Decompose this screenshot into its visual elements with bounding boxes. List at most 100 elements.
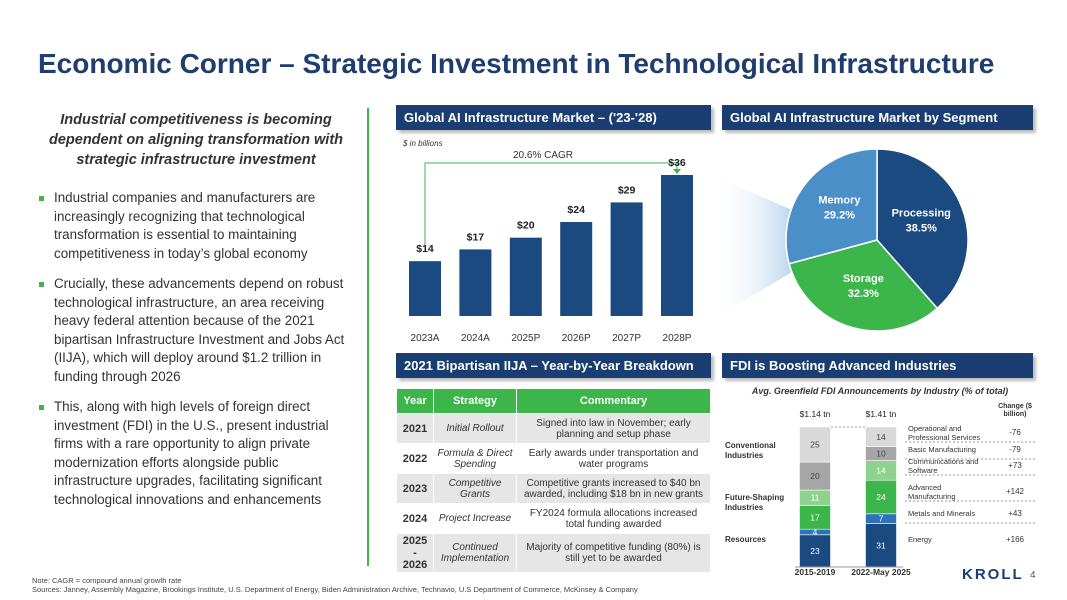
slice-name: Processing	[892, 207, 951, 219]
change-value: -76	[1009, 428, 1021, 437]
segment-label: 24	[876, 492, 886, 502]
segment-label: 10	[876, 449, 886, 459]
cagr-arrow	[424, 162, 678, 252]
note: Note: CAGR = compound annual growth rate	[32, 576, 182, 585]
segment-label: 14	[876, 432, 886, 442]
slice-name: Memory	[818, 195, 861, 207]
table-cell: Competitive Grants	[433, 473, 517, 504]
bar-label: $24	[567, 204, 585, 216]
pie-slice	[876, 148, 969, 310]
bar	[661, 175, 693, 316]
change-value: +166	[1005, 535, 1025, 544]
segment-label: 14	[876, 465, 886, 475]
panel-header: FDI is Boosting Advanced Industries	[722, 353, 1033, 378]
table-cell: Initial Rollout	[433, 413, 517, 444]
column-header: Commentary	[516, 388, 711, 414]
table-cell: 2021	[396, 413, 434, 444]
pie-slice	[785, 148, 878, 265]
table-cell: Formula & Direct Spending	[433, 443, 517, 474]
slice-value: 38.5%	[906, 222, 937, 234]
bar	[409, 261, 441, 316]
table-cell: 2025 - 2026	[396, 533, 434, 573]
x-tick-label: 2022-May 2025	[851, 567, 911, 577]
panel-header: Global AI Infrastructure Market – ('23-'…	[396, 105, 711, 130]
table-cell: Majority of competitive funding (80%) is…	[516, 533, 711, 573]
bar-label: $17	[467, 231, 485, 243]
table-cell: Continued Implementation	[433, 533, 517, 573]
table-row: 2023 Competitive Grants Competitive grants…	[396, 473, 711, 504]
group-label: Resources	[725, 535, 766, 544]
stack-segment	[865, 426, 897, 447]
table-row: 2025 - 2026 Continued Implementation Major…	[396, 533, 711, 573]
bar-label: $29	[618, 184, 636, 196]
table-cell: Signed into law in November; early plann…	[516, 413, 711, 444]
bar	[459, 249, 492, 316]
table-row: 2024 Project Increase FY2024 formula alloc…	[396, 503, 711, 534]
bar-label: $20	[517, 220, 535, 232]
segment-label: 7	[879, 514, 884, 524]
x-tick-label: 2025P	[511, 333, 540, 344]
legend-name: Metals and Minerals	[908, 509, 976, 519]
connector-fan	[712, 175, 792, 320]
table-cell: 2023	[396, 473, 434, 504]
change-title: Change ($ billion)	[998, 403, 1032, 418]
bullet: This, along with high levels of foreign …	[38, 398, 346, 509]
slice-value: 29.2%	[824, 210, 855, 222]
stack-segment	[865, 523, 897, 568]
unit-note: $ in billions	[402, 139, 443, 148]
stack-segment	[799, 461, 831, 491]
table-row: 2021 Initial Rollout Signed into law in No…	[396, 413, 711, 444]
stack-segment	[799, 426, 831, 463]
x-tick-label: 2023A	[411, 333, 440, 344]
bar-label: $36	[668, 157, 686, 169]
bar	[610, 202, 643, 316]
segment-label: 11	[811, 493, 820, 503]
sources: Sources: Janney, Assembly Magazine, Broo…	[32, 585, 638, 594]
pie-slice	[788, 239, 939, 332]
bar	[560, 222, 593, 316]
logo: KROLL	[962, 566, 1024, 583]
segment-label: 31	[876, 540, 886, 550]
bullet: Crucially, these advancements depend on …	[38, 275, 346, 386]
bar-label: $14	[416, 243, 434, 255]
panel-header: 2021 Bipartisan IIJA – Year-by-Year Brea…	[396, 353, 711, 378]
stack-segment	[799, 534, 831, 568]
x-tick-label: 2027P	[612, 333, 641, 344]
group-label: Future-Shaping Industries	[725, 493, 785, 512]
x-tick-label: 2024A	[461, 333, 490, 344]
table-row: 2022 Formula & Direct Spending Early award…	[396, 443, 711, 474]
x-tick-label: 2015-2019	[795, 567, 836, 577]
bullets: Industrial companies and manufacturers a…	[38, 189, 346, 521]
panel-header: Global AI Infrastructure Market by Segme…	[722, 105, 1033, 130]
total-label: $1.41 tn	[866, 409, 897, 419]
change-value: +43	[1008, 509, 1022, 518]
table-cell: Competitive grants increased to $40 bn a…	[516, 473, 711, 504]
legend-name: Advanced Manufacturing	[908, 483, 956, 501]
slice-name: Storage	[843, 273, 884, 285]
cagr-label: 20.6% CAGR	[513, 150, 573, 161]
table-cell: FY2024 formula allocations increased tot…	[516, 503, 711, 534]
table-cell: Project Increase	[433, 503, 517, 534]
legend-name: Communications and Software	[908, 457, 979, 475]
iija-table: Year Strategy Commentary 2021 Initial Rollou…	[396, 388, 711, 573]
group-label: Conventional Industries	[725, 441, 776, 460]
page-number: 4	[1030, 570, 1036, 581]
x-tick-label: 2028P	[663, 333, 692, 344]
title: Economic Corner – Strategic Investment i…	[38, 48, 995, 79]
change-value: +142	[1005, 487, 1025, 496]
intro-heading: Industrial competitiveness is becoming d…	[48, 112, 344, 168]
change-value: -79	[1009, 445, 1021, 454]
change-value: +73	[1008, 461, 1022, 470]
column-header: Strategy	[433, 388, 517, 414]
legend-name: Energy	[908, 535, 932, 545]
fdi-subtitle: Avg. Greenfield FDI Announcements by Ind…	[751, 386, 1008, 396]
table-cell: 2022	[396, 443, 434, 474]
x-tick-label: 2026P	[562, 333, 591, 344]
bar	[509, 237, 542, 316]
bullet: Industrial companies and manufacturers a…	[38, 189, 346, 263]
segment-label: 25	[810, 440, 820, 450]
table-cell: 2024	[396, 503, 434, 534]
total-label: $1.14 tn	[800, 409, 831, 419]
